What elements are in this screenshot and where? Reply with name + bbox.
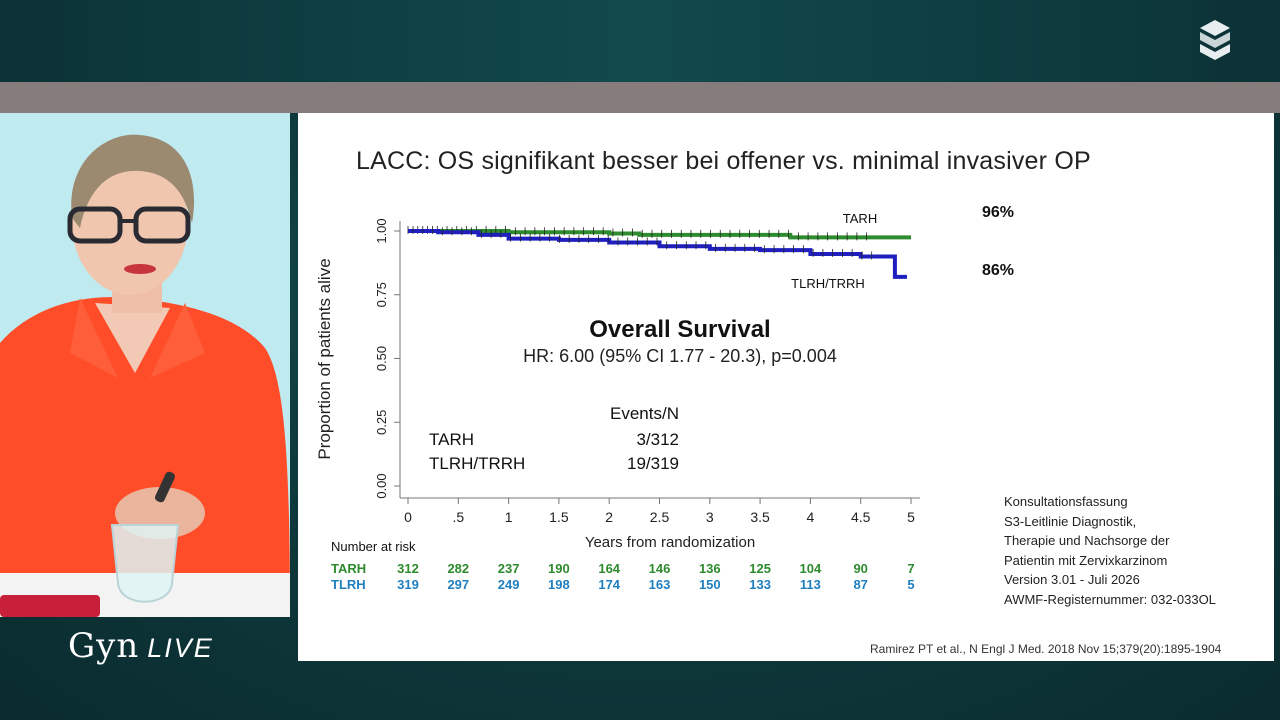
- risk-value: 5: [907, 577, 914, 592]
- risk-value: 297: [447, 577, 469, 592]
- x-tick-label: 2: [605, 509, 613, 525]
- presentation-slide: LACC: OS signifikant besser bei offener …: [298, 113, 1274, 661]
- risk-value: 312: [397, 561, 419, 576]
- top-bar: [0, 0, 1280, 82]
- events-row-label: TLRH/TRRH: [429, 454, 525, 473]
- x-tick-label: 0: [404, 509, 412, 525]
- y-tick-label: 1.00: [374, 218, 389, 243]
- citation: Ramirez PT et al., N Engl J Med. 2018 No…: [870, 642, 1222, 656]
- guideline-line: Patientin mit Zervixkarzinom: [1004, 552, 1168, 568]
- risk-value: 190: [548, 561, 570, 576]
- risk-value: 237: [498, 561, 520, 576]
- x-tick-label: 4: [807, 509, 815, 525]
- speaker-illustration: [0, 113, 290, 617]
- risk-value: 150: [699, 577, 721, 592]
- risk-value: 319: [397, 577, 419, 592]
- series-label-tlrh: TLRH/TRRH: [791, 276, 865, 291]
- risk-value: 198: [548, 577, 570, 592]
- x-tick-label: 3.5: [750, 509, 770, 525]
- guideline-note: Konsultationsfassung S3-Leitlinie Diagnos…: [1004, 492, 1216, 609]
- risk-value: 125: [749, 561, 771, 576]
- series-label-tarh: TARH: [843, 211, 877, 226]
- guideline-line: AWMF-Registernummer: 032-033OL: [1004, 591, 1216, 607]
- guideline-line: Therapie und Nachsorge der: [1004, 533, 1170, 548]
- risk-value: 163: [649, 577, 671, 592]
- y-tick-label: 0.75: [374, 282, 389, 307]
- brand-name: Gyn: [68, 626, 140, 666]
- risk-row-label: TLRH: [331, 577, 366, 592]
- risk-value: 113: [800, 577, 821, 592]
- header-strip: [0, 82, 1280, 113]
- guideline-line: Version 3.01 - Juli 2026: [1004, 572, 1140, 587]
- risk-value: 7: [907, 561, 914, 576]
- series-line-tlrh: [408, 229, 907, 279]
- x-tick-label: 5: [907, 509, 915, 525]
- risk-value: 249: [498, 577, 520, 592]
- slide-title: LACC: OS signifikant besser bei offener …: [356, 147, 1091, 175]
- risk-value: 133: [749, 577, 771, 592]
- tlrh-survival-percent: 86%: [982, 262, 1015, 279]
- risk-table-title: Number at risk: [331, 539, 416, 554]
- y-tick-label: 0.25: [374, 410, 389, 435]
- risk-value: 87: [853, 577, 867, 592]
- x-tick-label: 2.5: [650, 509, 670, 525]
- guideline-line: Konsultationsfassung: [1004, 494, 1128, 509]
- risk-value: 104: [800, 561, 822, 576]
- guideline-line: S3-Leitlinie Diagnostik,: [1004, 513, 1137, 529]
- events-row-value: 19/319: [627, 454, 679, 473]
- events-row-label: TARH: [429, 430, 474, 449]
- risk-value: 282: [447, 561, 469, 576]
- y-tick-label: 0.50: [374, 346, 389, 371]
- risk-value: 136: [699, 561, 721, 576]
- brand-suffix: LIVE: [147, 633, 214, 663]
- x-tick-label: 4.5: [851, 509, 871, 525]
- x-tick-label: 3: [706, 509, 714, 525]
- x-tick-label: .5: [452, 509, 464, 525]
- risk-row-label: TARH: [331, 561, 366, 576]
- events-header: Events/N: [610, 404, 679, 423]
- brand-logo: Gyn LIVE: [68, 626, 214, 666]
- chart-title: Overall Survival: [589, 316, 770, 343]
- y-axis-label: Proportion of patients alive: [315, 258, 334, 459]
- risk-value: 174: [598, 577, 620, 592]
- tarh-survival-percent: 96%: [982, 204, 1015, 221]
- risk-value: 146: [649, 561, 671, 576]
- chart-subtitle: HR: 6.00 (95% CI 1.77 - 20.3), p=0.004: [523, 346, 837, 366]
- speaker-video: [0, 113, 290, 617]
- risk-value: 164: [598, 561, 620, 576]
- risk-value: 90: [853, 561, 867, 576]
- events-row-value: 3/312: [636, 430, 679, 449]
- series-line-tarh: [408, 229, 911, 240]
- y-tick-label: 0.00: [374, 473, 389, 498]
- x-axis-label: Years from randomization: [585, 534, 755, 551]
- x-tick-label: 1.5: [549, 509, 569, 525]
- channel-logo-icon: [1200, 20, 1230, 60]
- x-tick-label: 1: [505, 509, 513, 525]
- survival-chart: 0.00 0.25 0.50 0.75 1.00 0 .5 1 1.5 2 2.5 3 3.5 4 4.5 5…: [315, 211, 920, 592]
